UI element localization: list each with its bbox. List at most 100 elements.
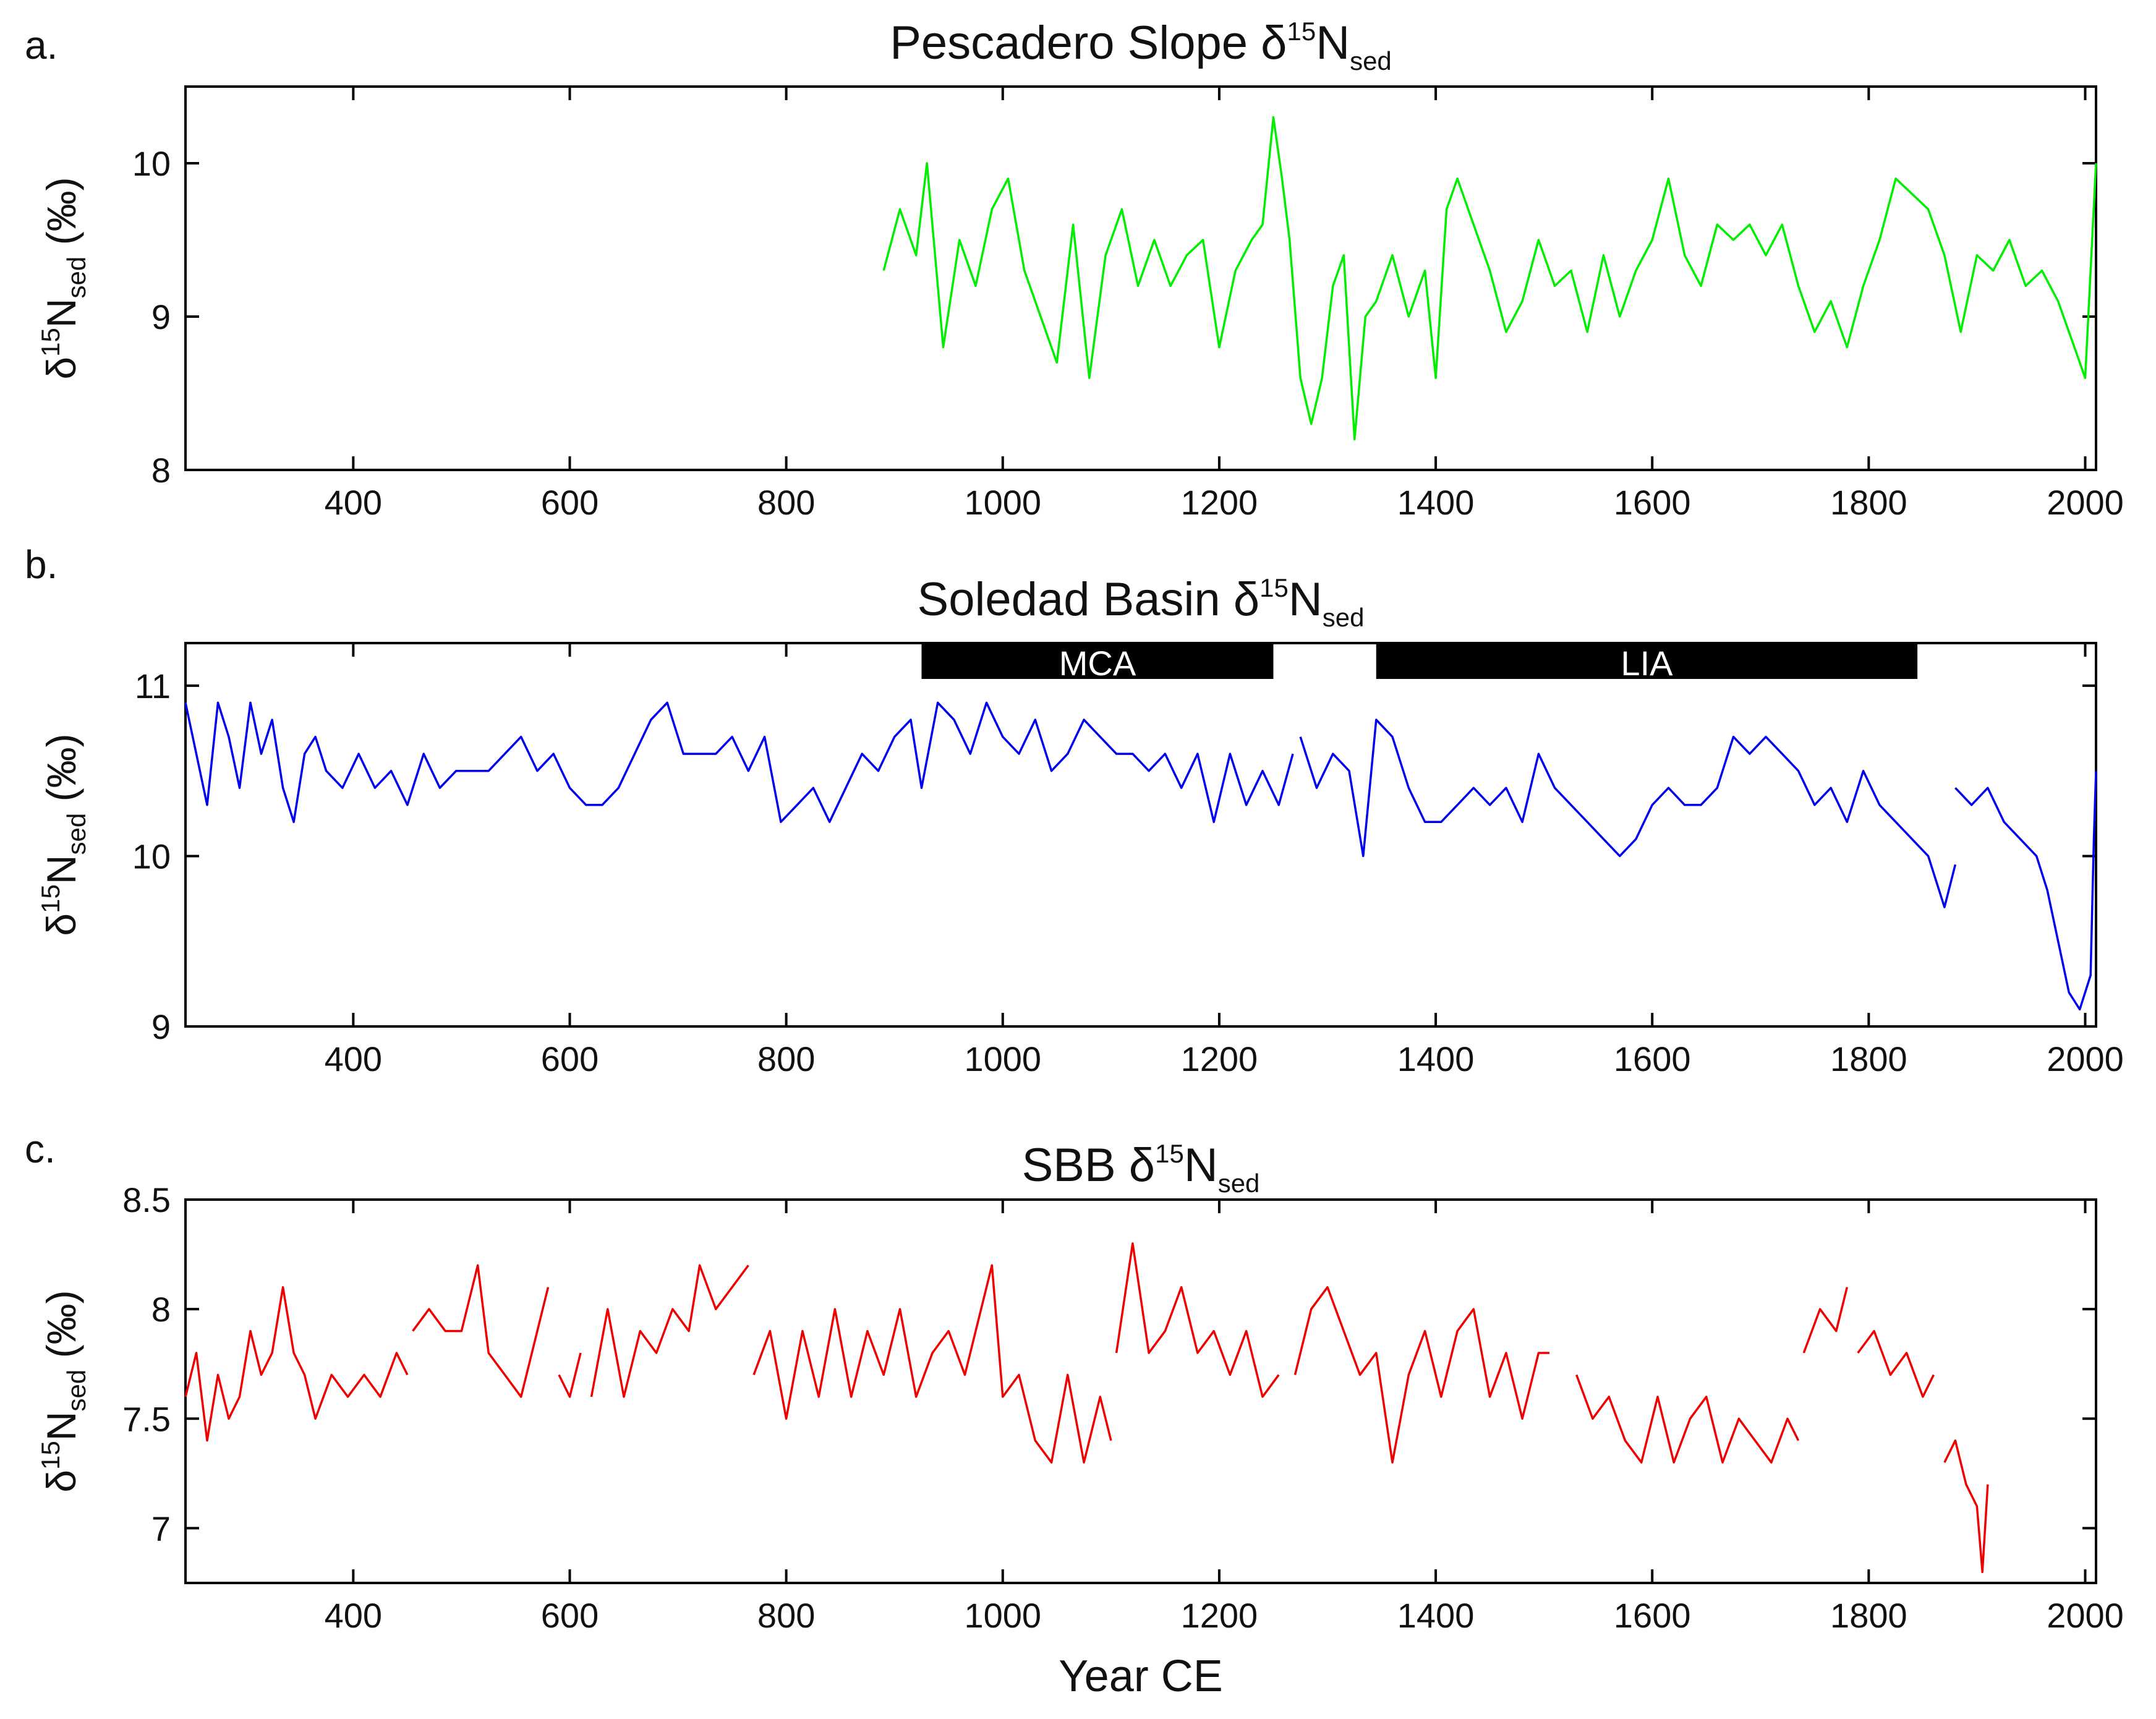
x-tick-label: 1200 — [1181, 1596, 1258, 1635]
ylabel-delta-symbol: δ — [38, 913, 84, 936]
series-line-segment — [1802, 1287, 1848, 1354]
title-text: SBB — [1022, 1139, 1116, 1192]
series-line-segment — [558, 1352, 582, 1398]
x-tick-label: 400 — [325, 483, 382, 522]
title-delta-symbol: δ — [1129, 1139, 1155, 1192]
title-delta-symbol: δ — [1234, 573, 1259, 626]
x-tick-label: 1200 — [1181, 483, 1258, 522]
ylabel-subscript: sed — [62, 1370, 91, 1412]
y-axis-label: δ15Nsed (‰) — [36, 733, 94, 936]
title-superscript: 15 — [1287, 17, 1316, 46]
plot-frame — [184, 642, 2097, 1028]
x-tick-label: 1400 — [1397, 1596, 1475, 1635]
panel-title: Pescadero Slope δ15Nsed — [890, 17, 1392, 75]
x-tick-label: 1200 — [1181, 1039, 1258, 1078]
series-line-segment — [1299, 719, 1957, 908]
annotation-label-lia: LIA — [1621, 644, 1673, 683]
ylabel-unit: (‰) — [38, 733, 84, 801]
x-tick-label: 1600 — [1614, 1039, 1691, 1078]
series-line-segment — [184, 701, 1294, 824]
x-axis-label: Year CE — [1059, 1652, 1223, 1701]
x-tick-label: 2000 — [2047, 1596, 2124, 1635]
x-tick-label: 600 — [541, 1596, 599, 1635]
y-tick-label: 11 — [135, 667, 171, 706]
ylabel-superscript: 15 — [36, 1441, 65, 1470]
series-line-segment — [590, 1264, 749, 1398]
ylabel-unit: (‰) — [38, 177, 84, 245]
panel-letter: a. — [25, 23, 58, 67]
x-tick-label: 1600 — [1614, 1596, 1691, 1635]
ylabel-subscript: sed — [62, 813, 91, 855]
x-tick-label: 1800 — [1830, 483, 1907, 522]
x-tick-label: 1400 — [1397, 483, 1475, 522]
x-tick-label: 1400 — [1397, 1039, 1475, 1078]
x-tick-label: 1800 — [1830, 1039, 1907, 1078]
ylabel-superscript: 15 — [36, 328, 65, 357]
series-line-segment — [1293, 1286, 1549, 1464]
y-tick-label: 8 — [151, 1290, 171, 1329]
series-line-segment — [1943, 1439, 1989, 1574]
ylabel-base: N — [38, 1411, 84, 1441]
title-subscript: sed — [1323, 603, 1365, 632]
y-tick-label: 10 — [132, 837, 171, 876]
x-tick-label: 2000 — [2047, 1039, 2124, 1078]
panel-letter: b. — [25, 542, 58, 587]
series-line-segment — [1857, 1329, 1935, 1398]
title-base: N — [1184, 1139, 1218, 1192]
series-line-segment — [184, 1286, 409, 1442]
ylabel-unit: (‰) — [38, 1290, 84, 1358]
title-delta-symbol: δ — [1261, 17, 1287, 69]
plot-frame — [184, 85, 2097, 471]
ylabel-base: N — [38, 298, 84, 328]
x-tick-label: 1000 — [964, 483, 1041, 522]
y-tick-label: 7.5 — [122, 1399, 171, 1438]
y-tick-label: 9 — [151, 1007, 171, 1046]
x-tick-label: 400 — [325, 1039, 382, 1078]
title-base: N — [1289, 573, 1323, 626]
series-line-segment — [882, 116, 2097, 441]
series-line-segment — [752, 1264, 1112, 1464]
x-tick-label: 800 — [757, 1596, 815, 1635]
title-superscript: 15 — [1155, 1139, 1184, 1168]
series-line-segment — [1954, 770, 2097, 1011]
series-line-segment — [1115, 1242, 1280, 1398]
y-tick-label: 8 — [151, 451, 171, 490]
series-line-segment — [1575, 1374, 1800, 1464]
annotation-bar-mca — [921, 644, 1274, 679]
x-tick-label: 800 — [757, 483, 815, 522]
x-tick-label: 600 — [541, 483, 599, 522]
ylabel-delta-symbol: δ — [38, 357, 84, 380]
y-tick-label: 10 — [132, 144, 171, 183]
title-superscript: 15 — [1259, 573, 1289, 602]
x-tick-label: 600 — [541, 1039, 599, 1078]
x-tick-label: 2000 — [2047, 483, 2124, 522]
y-tick-label: 9 — [151, 297, 171, 336]
panel-letter: c. — [25, 1127, 56, 1171]
panel-title: SBB δ15Nsed — [1022, 1139, 1260, 1198]
ylabel-subscript: sed — [62, 257, 91, 299]
title-subscript: sed — [1218, 1169, 1260, 1198]
plot-frame — [184, 1198, 2097, 1584]
annotation-label-mca: MCA — [1059, 644, 1136, 683]
annotation-bar-lia — [1376, 644, 1918, 679]
x-tick-label: 1800 — [1830, 1596, 1907, 1635]
title-subscript: sed — [1350, 46, 1392, 75]
title-text: Soledad Basin — [918, 573, 1221, 626]
y-tick-label: 8.5 — [122, 1180, 171, 1219]
title-text: Pescadero Slope — [890, 17, 1248, 69]
y-axis-label: δ15Nsed (‰) — [36, 1290, 94, 1492]
y-tick-label: 7 — [151, 1509, 171, 1548]
x-tick-label: 800 — [757, 1039, 815, 1078]
ylabel-delta-symbol: δ — [38, 1470, 84, 1493]
ylabel-superscript: 15 — [36, 884, 65, 913]
y-axis-label: δ15Nsed (‰) — [36, 177, 94, 379]
panel-title: Soledad Basin δ15Nsed — [918, 573, 1365, 632]
ylabel-base: N — [38, 855, 84, 884]
x-tick-label: 1600 — [1614, 483, 1691, 522]
x-tick-label: 400 — [325, 1596, 382, 1635]
x-tick-label: 1000 — [964, 1039, 1041, 1078]
